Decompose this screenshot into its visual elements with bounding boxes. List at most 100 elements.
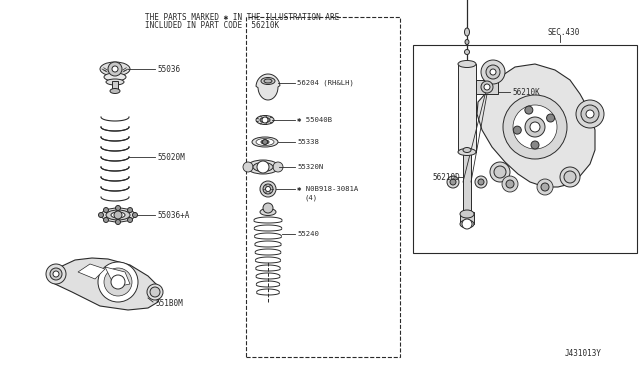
Text: INCLUDED IN PART CODE  56210K: INCLUDED IN PART CODE 56210K xyxy=(145,20,279,29)
Text: J431013Y: J431013Y xyxy=(565,350,602,359)
Circle shape xyxy=(53,271,59,277)
Text: 55338: 55338 xyxy=(297,139,319,145)
Text: 551B0M: 551B0M xyxy=(155,299,183,308)
Circle shape xyxy=(50,268,62,280)
Circle shape xyxy=(586,110,594,118)
Polygon shape xyxy=(256,74,280,100)
Circle shape xyxy=(478,179,484,185)
Circle shape xyxy=(127,208,132,212)
Circle shape xyxy=(115,205,120,211)
Circle shape xyxy=(486,65,500,79)
Text: 55020M: 55020M xyxy=(157,153,185,161)
Ellipse shape xyxy=(100,62,130,76)
Bar xyxy=(112,81,118,91)
Ellipse shape xyxy=(252,137,278,147)
Circle shape xyxy=(506,180,514,188)
Circle shape xyxy=(537,179,553,195)
Polygon shape xyxy=(105,267,130,287)
Circle shape xyxy=(447,176,459,188)
Circle shape xyxy=(132,212,138,218)
Ellipse shape xyxy=(260,208,276,215)
Circle shape xyxy=(503,95,567,159)
Circle shape xyxy=(490,69,496,75)
Circle shape xyxy=(513,126,521,134)
Ellipse shape xyxy=(106,210,130,220)
Ellipse shape xyxy=(465,28,470,36)
Bar xyxy=(413,45,637,253)
Text: 56210D: 56210D xyxy=(432,173,460,182)
Ellipse shape xyxy=(260,118,270,122)
Polygon shape xyxy=(48,258,162,310)
Text: 55036+A: 55036+A xyxy=(157,211,189,219)
Text: SEC.430: SEC.430 xyxy=(548,28,580,36)
Text: ✱ 55040B: ✱ 55040B xyxy=(297,117,332,123)
Text: 55240: 55240 xyxy=(297,231,319,237)
Circle shape xyxy=(98,262,138,302)
Circle shape xyxy=(260,181,276,197)
Circle shape xyxy=(481,81,493,93)
Ellipse shape xyxy=(110,89,120,93)
Ellipse shape xyxy=(253,163,273,171)
Text: 56204 (RH&LH): 56204 (RH&LH) xyxy=(297,80,354,86)
Circle shape xyxy=(112,66,118,72)
Text: 56210K: 56210K xyxy=(512,87,540,96)
Circle shape xyxy=(262,117,268,123)
Circle shape xyxy=(531,141,539,149)
Circle shape xyxy=(481,60,505,84)
Text: (4): (4) xyxy=(305,195,318,201)
Ellipse shape xyxy=(106,79,124,85)
Ellipse shape xyxy=(256,115,274,125)
Ellipse shape xyxy=(460,220,474,228)
Ellipse shape xyxy=(458,148,476,155)
Bar xyxy=(460,212,474,224)
Circle shape xyxy=(475,176,487,188)
Circle shape xyxy=(525,106,533,114)
Circle shape xyxy=(108,62,122,76)
Ellipse shape xyxy=(261,140,269,144)
Circle shape xyxy=(564,171,576,183)
Circle shape xyxy=(490,162,510,182)
Circle shape xyxy=(263,184,273,194)
Circle shape xyxy=(262,140,268,144)
Bar xyxy=(458,64,476,152)
Ellipse shape xyxy=(458,61,476,67)
Polygon shape xyxy=(78,264,105,279)
Ellipse shape xyxy=(465,39,469,45)
Bar xyxy=(246,17,400,357)
Bar xyxy=(463,150,471,212)
Circle shape xyxy=(494,166,506,178)
Circle shape xyxy=(266,186,271,192)
Ellipse shape xyxy=(111,212,125,218)
Ellipse shape xyxy=(261,77,275,84)
Text: THE PARTS MARKED ✱ IN THE ILLUSTRATION ARE: THE PARTS MARKED ✱ IN THE ILLUSTRATION A… xyxy=(145,13,339,22)
Circle shape xyxy=(115,219,120,224)
Circle shape xyxy=(581,105,599,123)
Ellipse shape xyxy=(101,208,135,222)
Bar xyxy=(476,80,498,94)
Ellipse shape xyxy=(256,138,274,145)
Text: 55036: 55036 xyxy=(157,64,180,74)
Ellipse shape xyxy=(460,210,474,218)
Circle shape xyxy=(111,275,125,289)
Circle shape xyxy=(462,219,472,229)
Circle shape xyxy=(127,218,132,222)
Circle shape xyxy=(576,100,604,128)
Circle shape xyxy=(99,212,104,218)
Text: 55320N: 55320N xyxy=(297,164,323,170)
Circle shape xyxy=(104,208,108,212)
Circle shape xyxy=(484,84,490,90)
Circle shape xyxy=(513,105,557,149)
Circle shape xyxy=(541,183,549,191)
Circle shape xyxy=(547,114,555,122)
Ellipse shape xyxy=(104,73,126,81)
Circle shape xyxy=(104,218,108,222)
Circle shape xyxy=(46,264,66,284)
Circle shape xyxy=(243,162,253,172)
Ellipse shape xyxy=(264,79,272,83)
Circle shape xyxy=(114,211,122,219)
Circle shape xyxy=(104,268,132,296)
Circle shape xyxy=(263,203,273,213)
Ellipse shape xyxy=(463,148,471,153)
Circle shape xyxy=(502,176,518,192)
Circle shape xyxy=(147,284,163,300)
